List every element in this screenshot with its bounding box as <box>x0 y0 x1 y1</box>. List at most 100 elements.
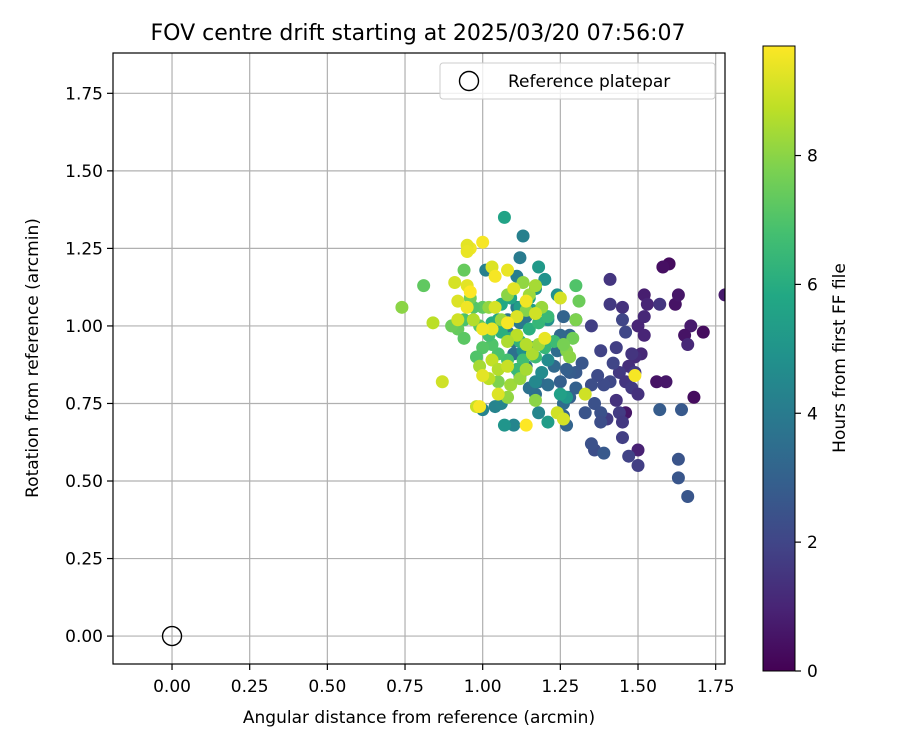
chart-title: FOV centre drift starting at 2025/03/20 … <box>151 21 686 46</box>
drift-point <box>553 387 567 401</box>
x-ticks: 0.00 0.25 0.50 0.75 1.00 1.25 1.50 1.75 <box>153 664 735 697</box>
drift-point <box>501 316 515 330</box>
drift-point <box>457 331 471 345</box>
drift-point <box>569 313 583 327</box>
drift-point <box>522 322 536 336</box>
x-tick-label: 1.25 <box>541 677 579 697</box>
drift-point <box>622 449 636 463</box>
drift-point <box>578 387 592 401</box>
drift-point <box>541 353 555 367</box>
drift-point <box>681 490 695 504</box>
drift-point <box>631 319 645 333</box>
drift-point <box>525 347 539 361</box>
plot-frame <box>112 52 726 665</box>
y-tick-label: 1.25 <box>65 239 103 259</box>
x-tick-label: 0.50 <box>308 677 346 697</box>
drift-point <box>594 406 608 420</box>
colorbar-label: Hours from first FF file <box>830 263 850 453</box>
drift-point <box>631 443 645 457</box>
y-tick-label: 0.50 <box>65 472 103 492</box>
drift-point <box>650 375 664 389</box>
drift-point <box>687 390 701 404</box>
drift-point <box>659 375 673 389</box>
drift-point <box>488 300 502 314</box>
drift-point <box>588 396 602 410</box>
drift-point <box>671 452 685 466</box>
colorbar-tick-label: 4 <box>807 404 818 424</box>
drift-point <box>485 353 499 367</box>
drift-point <box>615 431 629 445</box>
drift-point <box>519 338 533 352</box>
drift-point <box>597 446 611 460</box>
x-tick-label: 0.25 <box>231 677 269 697</box>
drift-point <box>488 269 502 283</box>
drift-point <box>513 372 527 386</box>
drift-point <box>532 406 546 420</box>
drift-point <box>696 325 710 339</box>
drift-point <box>519 418 533 432</box>
x-tick-label: 1.50 <box>619 677 657 697</box>
drift-point <box>519 362 533 376</box>
drift-point <box>476 341 490 355</box>
drift-point <box>510 310 524 324</box>
drift-point <box>718 288 725 302</box>
drift-point <box>535 365 549 379</box>
drift-point <box>603 272 617 286</box>
colorbar-gradient <box>762 45 796 672</box>
drift-point <box>507 418 521 432</box>
drift-point <box>501 359 515 373</box>
drift-point <box>615 300 629 314</box>
drift-point <box>457 263 471 277</box>
data-points <box>395 210 725 504</box>
drift-point <box>656 260 670 274</box>
legend: Reference platepar <box>439 62 716 100</box>
drift-point <box>584 319 598 333</box>
drift-point <box>532 260 546 274</box>
drift-point <box>653 297 667 311</box>
drift-point <box>528 307 542 321</box>
drift-point <box>615 313 629 327</box>
drift-point <box>528 279 542 293</box>
drift-point <box>637 310 651 324</box>
y-axis-label: Rotation from reference (arcmin) <box>23 218 43 498</box>
drift-point <box>541 310 555 324</box>
drift-point <box>671 288 685 302</box>
colorbar-tick-label: 2 <box>807 533 818 553</box>
drift-point <box>516 229 530 243</box>
drift-point <box>556 338 570 352</box>
drift-point <box>569 279 583 293</box>
drift-point <box>575 356 589 370</box>
y-tick-label: 1.00 <box>65 317 103 337</box>
drift-point <box>463 285 477 299</box>
drift-point <box>609 341 623 355</box>
drift-point <box>556 310 570 324</box>
legend-box <box>439 62 716 100</box>
drift-point <box>637 328 651 342</box>
drift-point <box>625 347 639 361</box>
y-tick-label: 0.75 <box>65 394 103 414</box>
x-tick-label: 0.75 <box>386 677 424 697</box>
drift-point <box>594 415 608 429</box>
drift-point <box>584 437 598 451</box>
drift-point <box>417 279 431 293</box>
drift-point <box>671 471 685 485</box>
colorbar-tick-label: 8 <box>807 147 818 167</box>
drift-point <box>476 369 490 383</box>
drift-point <box>569 381 583 395</box>
drift-point <box>553 291 567 305</box>
drift-point <box>476 235 490 249</box>
drift-point <box>560 362 574 376</box>
drift-point <box>528 393 542 407</box>
drift-point <box>485 322 499 336</box>
y-tick-label: 0.00 <box>65 627 103 647</box>
drift-point <box>516 276 530 290</box>
drift-point <box>631 387 645 401</box>
drift-point <box>572 294 586 308</box>
drift-point <box>628 369 642 383</box>
legend-reference-marker <box>458 70 480 92</box>
drift-point <box>451 294 465 308</box>
drift-point <box>460 244 474 258</box>
y-tick-label: 1.75 <box>65 84 103 104</box>
colorbar: 0 2 4 6 8 Hours from first FF file <box>762 45 850 682</box>
